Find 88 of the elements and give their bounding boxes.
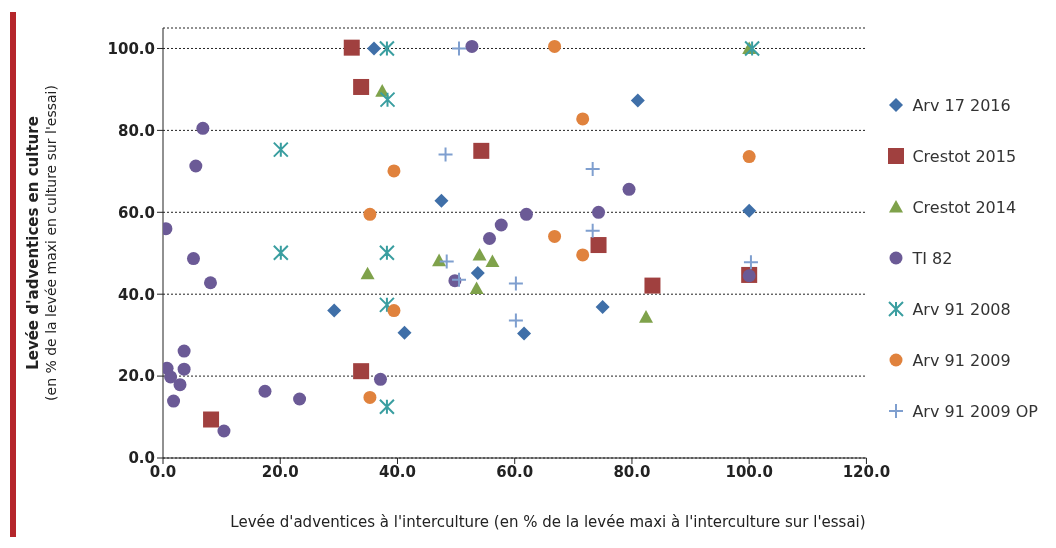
point — [363, 207, 377, 221]
x-tick-label: 40.0 — [378, 462, 416, 481]
point — [189, 159, 203, 173]
point — [387, 304, 401, 318]
point — [483, 232, 497, 245]
y-tick-label: 40.0 — [117, 285, 155, 304]
point — [217, 424, 231, 438]
x-tick-label: 100.0 — [725, 462, 773, 481]
point — [494, 218, 508, 232]
point — [272, 244, 289, 261]
point — [167, 394, 181, 408]
legend-label: TI 82 — [912, 248, 953, 268]
y-tick-label: 80.0 — [117, 121, 155, 140]
point — [584, 222, 601, 239]
legend-label: Crestot 2015 — [912, 146, 1017, 166]
point — [367, 41, 382, 56]
point — [592, 205, 606, 219]
point — [548, 229, 562, 243]
point — [584, 160, 601, 177]
legend-label: Arv 91 2008 — [912, 299, 1011, 319]
point — [742, 254, 759, 271]
legend-label: Arv 91 2009 OP — [912, 401, 1038, 421]
point — [590, 237, 607, 254]
point — [742, 150, 756, 164]
point — [327, 303, 342, 318]
x-tick-label: 60.0 — [496, 462, 534, 481]
point — [595, 299, 610, 314]
x-tick-label: 80.0 — [613, 462, 651, 481]
point — [379, 91, 396, 108]
point — [438, 253, 455, 270]
point — [465, 39, 479, 53]
point — [517, 326, 532, 341]
point — [353, 363, 370, 380]
point — [378, 398, 395, 415]
point — [451, 40, 468, 57]
point — [622, 182, 636, 196]
point — [434, 193, 449, 208]
point — [378, 296, 395, 313]
point — [258, 384, 272, 398]
x-tick-label: 0.0 — [149, 462, 177, 481]
y-tick-label: 20.0 — [117, 367, 155, 386]
point — [203, 276, 217, 290]
point — [164, 370, 178, 384]
point — [293, 392, 307, 406]
point — [373, 372, 387, 386]
point — [353, 78, 370, 95]
point — [469, 281, 484, 295]
point — [196, 121, 210, 135]
point — [177, 344, 191, 358]
point — [644, 277, 661, 294]
point — [186, 252, 200, 266]
point — [519, 207, 533, 221]
point — [203, 411, 220, 428]
point — [343, 39, 360, 56]
point — [363, 390, 377, 404]
point — [507, 312, 524, 329]
y-tick-label: 100.0 — [107, 39, 155, 58]
point — [360, 266, 375, 280]
point — [397, 325, 412, 340]
point — [272, 141, 289, 158]
legend-label: Arv 17 2016 — [912, 95, 1011, 115]
point — [378, 40, 395, 57]
legend-label: Arv 91 2009 — [912, 350, 1011, 370]
point — [378, 244, 395, 261]
point — [576, 248, 590, 262]
y-tick-label: 60.0 — [117, 203, 155, 222]
x-tick-label: 20.0 — [261, 462, 299, 481]
point — [742, 203, 757, 218]
x-axis-title: Levée d'adventices à l'interculture (en % de la levée maxi à l'interculture sur l'essai) — [229, 513, 867, 531]
point — [451, 271, 468, 288]
legend-label: Crestot 2014 — [912, 197, 1017, 217]
point — [576, 112, 590, 126]
point — [177, 362, 191, 376]
point — [437, 146, 454, 163]
point — [432, 253, 447, 267]
point — [473, 142, 490, 159]
point — [173, 378, 187, 392]
x-tick-label: 120.0 — [842, 462, 891, 481]
point — [639, 310, 654, 323]
y-axis-title: Levée d'adventices en culture (en % de la levée maxi en culture sur l'essai) — [24, 85, 59, 401]
point — [470, 265, 485, 280]
point — [485, 254, 500, 268]
point — [548, 39, 562, 53]
point — [507, 275, 524, 292]
point — [630, 93, 645, 108]
point — [387, 164, 401, 178]
point — [472, 247, 487, 261]
point — [744, 40, 761, 57]
